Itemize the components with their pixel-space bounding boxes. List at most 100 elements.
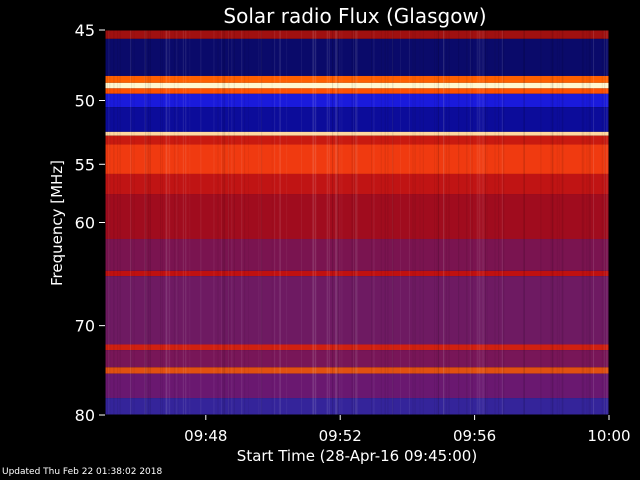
texture-stripe (484, 30, 486, 415)
texture-stripe (494, 30, 496, 415)
texture-stripe (339, 30, 341, 415)
texture-stripe (301, 30, 303, 415)
texture-stripe (244, 30, 246, 415)
texture-stripe (261, 30, 263, 415)
texture-stripe (173, 30, 175, 415)
texture-stripe (146, 30, 148, 415)
texture-stripe (469, 30, 471, 415)
texture-stripe (169, 30, 171, 415)
texture-stripe (501, 30, 503, 415)
texture-stripe (146, 30, 148, 415)
texture-stripe (476, 30, 478, 415)
texture-stripe (408, 30, 410, 415)
frequency-band (105, 135, 609, 145)
texture-stripe (601, 30, 603, 415)
texture-stripe (556, 30, 558, 415)
texture-stripe (387, 30, 389, 415)
texture-stripe (400, 30, 402, 415)
chart-title: Solar radio Flux (Glasgow) (223, 4, 486, 28)
texture-stripe (419, 30, 421, 415)
frequency-band (105, 344, 609, 351)
texture-stripe (355, 30, 357, 415)
texture-stripe (604, 30, 606, 415)
frequency-band (105, 107, 609, 132)
texture-stripe (326, 30, 328, 415)
texture-stripe (133, 30, 135, 415)
texture-stripe (606, 30, 608, 415)
texture-stripe (149, 30, 151, 415)
texture-stripe (338, 30, 340, 415)
texture-stripe (550, 30, 552, 415)
texture-stripe (213, 30, 215, 415)
texture-stripe (331, 30, 333, 415)
texture-stripe (558, 30, 560, 415)
texture-stripe (223, 30, 225, 415)
texture-stripe (483, 30, 485, 415)
texture-stripe (130, 30, 132, 415)
texture-stripe (412, 30, 414, 415)
texture-stripe (352, 30, 354, 415)
texture-stripe (328, 30, 330, 415)
texture-stripe (471, 30, 473, 415)
texture-stripe (551, 30, 553, 415)
texture-stripe (312, 30, 314, 415)
texture-stripe (334, 30, 336, 415)
texture-stripe (105, 30, 107, 415)
texture-stripe (603, 30, 605, 415)
frequency-band (105, 367, 609, 374)
frequency-band (105, 88, 609, 94)
texture-stripe (182, 30, 184, 415)
texture-stripe (436, 30, 438, 415)
texture-stripe (144, 30, 146, 415)
texture-stripe (443, 30, 445, 415)
texture-stripe (523, 30, 525, 415)
texture-stripe (581, 30, 583, 415)
texture-stripe (315, 30, 317, 415)
texture-stripe (479, 30, 481, 415)
x-axis-label: Start Time (28-Apr-16 09:45:00) (237, 447, 477, 465)
y-axis-label: Frequency [MHz] (48, 160, 66, 286)
texture-stripe (486, 30, 488, 415)
texture-stripe (351, 30, 353, 415)
texture-stripe (540, 30, 542, 415)
texture-stripe (583, 30, 585, 415)
texture-stripe (228, 30, 230, 415)
texture-stripe (380, 30, 382, 415)
texture-stripe (523, 30, 525, 415)
texture-stripe (177, 30, 179, 415)
texture-stripe (165, 30, 167, 415)
texture-stripe (117, 30, 119, 415)
texture-stripe (337, 30, 339, 415)
texture-stripe (167, 30, 169, 415)
x-tick-label: 09:48 (184, 427, 227, 445)
texture-stripe (131, 30, 133, 415)
texture-stripe (312, 30, 314, 415)
texture-stripe (258, 30, 260, 415)
texture-stripe (336, 30, 338, 415)
texture-stripe (222, 30, 224, 415)
frequency-band (105, 38, 609, 76)
texture-stripe (224, 30, 226, 415)
texture-stripe (503, 30, 505, 415)
texture-stripe (109, 30, 111, 415)
frequency-band (105, 75, 609, 83)
y-tick-label: 80 (75, 406, 95, 425)
texture-stripe (113, 30, 115, 415)
texture-stripe (373, 30, 375, 415)
texture-stripe (231, 30, 233, 415)
texture-stripe (327, 30, 329, 415)
texture-stripe (274, 30, 276, 415)
texture-stripe (523, 30, 525, 415)
y-tick-label: 55 (75, 155, 95, 174)
frequency-band (105, 270, 609, 277)
texture-stripe (148, 30, 150, 415)
frequency-band (105, 82, 609, 89)
texture-stripe (332, 30, 334, 415)
texture-stripe (422, 30, 424, 415)
y-tick-label: 45 (75, 21, 95, 40)
frequency-band (105, 93, 609, 108)
x-tick-label: 09:52 (319, 427, 362, 445)
x-tick-label: 10:00 (587, 427, 630, 445)
texture-stripe (353, 30, 355, 415)
